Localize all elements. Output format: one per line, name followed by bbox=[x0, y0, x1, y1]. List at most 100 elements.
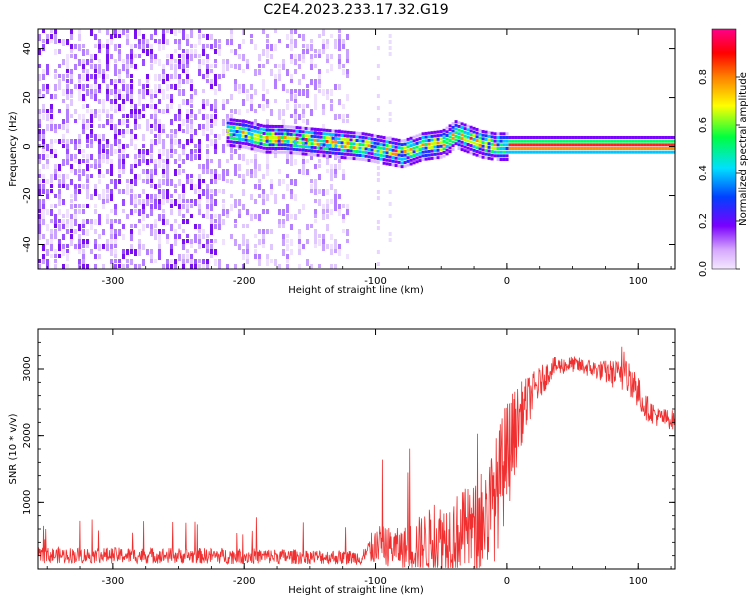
spectrogram-noise-cell bbox=[154, 104, 157, 109]
spectrogram-noise-cell bbox=[246, 64, 249, 69]
spectrogram-noise-cell bbox=[126, 189, 129, 195]
spectrogram-noise-cell bbox=[266, 49, 269, 55]
spectrogram-ridge-cell bbox=[226, 117, 230, 121]
spectrogram-noise-cell bbox=[334, 249, 337, 253]
spectrogram-noise-cell bbox=[334, 199, 337, 206]
spectrogram-noise-cell bbox=[130, 139, 133, 146]
spectrogram-ridge-cell bbox=[487, 131, 491, 135]
spectrogram-ridge-cell bbox=[283, 135, 287, 139]
spectrogram-ridge-cell bbox=[472, 130, 476, 134]
spectrogram-noise-cell bbox=[174, 219, 177, 223]
spectrogram-ridge-cell bbox=[352, 138, 356, 142]
spectrogram-noise-cell bbox=[94, 244, 97, 249]
spectrogram-noise-cell bbox=[158, 249, 161, 256]
spectrogram-ridge-cell bbox=[328, 143, 332, 147]
spectrogram-ridge-cell bbox=[229, 129, 233, 133]
spectrogram-ridge-cell bbox=[586, 135, 590, 139]
spectrogram-noise-cell bbox=[42, 259, 45, 264]
spectrogram-noise-cell bbox=[198, 139, 201, 146]
spectrogram-noise-cell bbox=[142, 214, 145, 221]
spectrogram-ridge-cell bbox=[322, 143, 326, 147]
spectrogram-ridge-cell bbox=[286, 132, 290, 136]
spectrogram-noise-cell bbox=[50, 119, 53, 126]
spectrogram-noise-cell bbox=[106, 64, 109, 71]
spectrogram-ridge-cell bbox=[523, 143, 527, 147]
spectrogram-ridge-cell bbox=[514, 135, 518, 139]
spectrogram-ridge-cell bbox=[409, 151, 413, 155]
spectrogram-noise-cell bbox=[222, 129, 225, 136]
spectrogram-ridge-cell bbox=[520, 139, 524, 143]
spectrogram-noise-cell bbox=[42, 174, 45, 181]
spectrogram-ridge-cell bbox=[583, 139, 587, 143]
spectrogram-noise-cell bbox=[122, 264, 125, 269]
spectrogram-noise-cell bbox=[230, 29, 233, 36]
spectrogram-noise-cell bbox=[106, 29, 109, 35]
spectrogram-ridge-cell bbox=[652, 150, 656, 154]
spectrogram-noise-cell bbox=[318, 174, 321, 180]
spectrogram-ridge-cell bbox=[496, 143, 500, 147]
spectrogram-noise-cell bbox=[290, 29, 293, 36]
spectrogram-noise-cell bbox=[174, 64, 177, 70]
spectrogram-ridge-cell bbox=[256, 130, 260, 134]
spectrogram-ridge-cell bbox=[391, 156, 395, 160]
spectrogram-ridge-cell bbox=[520, 135, 524, 139]
spectrogram-noise-cell bbox=[150, 204, 153, 211]
spectrogram-noise-cell bbox=[202, 214, 205, 218]
spectrogram-noise-cell bbox=[66, 174, 69, 179]
spectrogram-ridge-cell bbox=[457, 143, 461, 147]
spectrogram-noise-cell bbox=[106, 194, 109, 199]
spectrogram-noise-cell bbox=[334, 84, 337, 90]
spectrogram-noise-cell bbox=[190, 254, 193, 261]
spectrogram-noise-cell bbox=[42, 219, 45, 225]
spectrogram-ridge-cell bbox=[313, 127, 317, 131]
spectrogram-noise-cell bbox=[122, 104, 125, 111]
spectrogram-ridge-cell bbox=[394, 149, 398, 153]
spectrogram-noise-cell bbox=[154, 184, 157, 189]
spectrogram-ridge-cell bbox=[622, 139, 626, 143]
spectrogram-noise-cell bbox=[138, 174, 141, 180]
spectrogram-noise-cell bbox=[118, 159, 121, 164]
spectrogram-noise-cell bbox=[38, 124, 41, 128]
spectrogram-noise-cell bbox=[346, 49, 349, 55]
spectrogram-noise-cell bbox=[46, 239, 49, 245]
spectrogram-ridge-cell bbox=[343, 130, 347, 134]
spectrogram-ridge-cell bbox=[421, 154, 425, 158]
spectrogram-ridge-cell bbox=[376, 145, 380, 149]
spectrogram-ridge-cell bbox=[598, 150, 602, 154]
spectrogram-noise-cell bbox=[62, 144, 65, 148]
spectrogram-noise-cell bbox=[182, 259, 185, 265]
spectrogram-ridge-cell bbox=[301, 130, 305, 134]
spectrogram-ridge-cell bbox=[583, 135, 587, 139]
spectrogram-noise-cell bbox=[270, 54, 273, 59]
spectrogram-ridge-cell bbox=[301, 141, 305, 145]
spectrogram-ridge-cell bbox=[277, 143, 281, 147]
spectrogram-noise-cell bbox=[334, 114, 337, 120]
spectrogram-noise-cell bbox=[206, 64, 209, 70]
spectrogram-noise-cell bbox=[106, 54, 109, 60]
spectrogram-noise-cell bbox=[130, 59, 133, 66]
spectrogram-noise-cell bbox=[46, 34, 49, 39]
spectrogram-noise-cell bbox=[110, 104, 113, 111]
spectrogram-noise-cell bbox=[206, 244, 209, 251]
spectrogram-ridge-cell bbox=[457, 121, 461, 125]
spectrogram-ridge-cell bbox=[658, 150, 662, 154]
spectrogram-ridge-cell bbox=[430, 149, 434, 153]
spectrogram-ridge-cell bbox=[328, 151, 332, 155]
spectrogram-ridge-cell bbox=[268, 150, 272, 154]
spectrogram-noise-cell bbox=[118, 179, 121, 184]
spectrogram-noise-cell bbox=[266, 164, 269, 171]
spectrogram-ridge-cell bbox=[526, 135, 530, 139]
spectrogram-noise-cell bbox=[190, 244, 193, 248]
spectrogram-ridge-cell bbox=[589, 147, 593, 150]
spectrogram-noise-cell bbox=[78, 169, 81, 173]
spectrogram-noise-cell bbox=[110, 89, 113, 95]
spectrogram-noise-cell bbox=[198, 209, 201, 215]
spectrogram-noise-cell bbox=[190, 99, 193, 103]
spectrogram-noise-cell bbox=[98, 114, 101, 121]
spectrogram-noise-cell bbox=[342, 174, 345, 180]
spectrogram-ridge-cell bbox=[352, 157, 356, 161]
spectrogram-noise-cell bbox=[114, 94, 117, 101]
spectrogram-noise-cell bbox=[198, 259, 201, 263]
spectrogram-noise-cell bbox=[58, 254, 61, 258]
spectrogram-ridge-cell bbox=[457, 146, 461, 150]
